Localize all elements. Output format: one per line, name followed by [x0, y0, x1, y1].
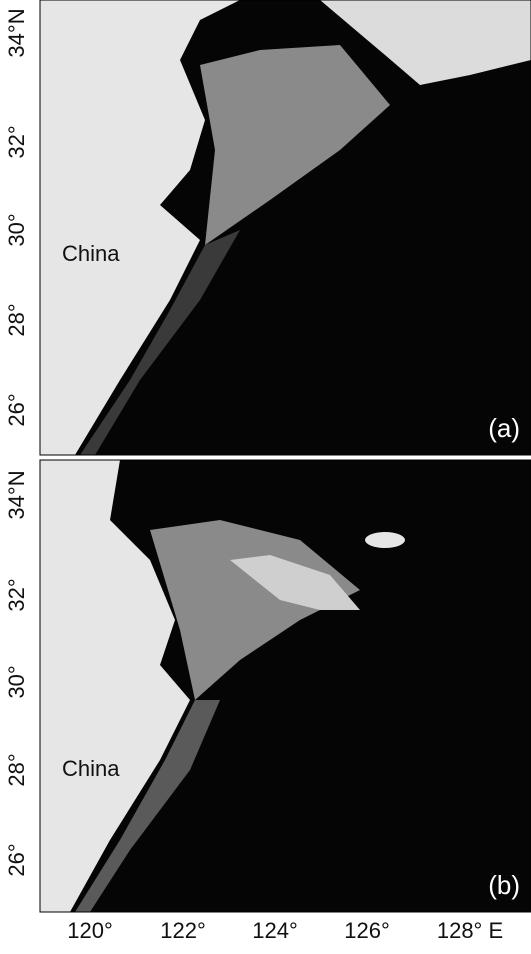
panel-a [40, 0, 531, 455]
y-tick-label: 28° [4, 303, 29, 336]
y-tick-label: 34°N [4, 8, 29, 57]
panel-b [40, 460, 531, 912]
panel-label: (b) [488, 870, 520, 900]
x-tick-label: 120° [67, 918, 113, 943]
y-tick-label: 26° [4, 393, 29, 426]
y-tick-label: 32° [4, 578, 29, 611]
x-tick-label: 122° [160, 918, 206, 943]
x-tick-label: 126° [344, 918, 390, 943]
x-tick-label: 124° [252, 918, 298, 943]
page: {"panels": [ {"label": "(a)", "country":… [0, 0, 531, 954]
country-label: China [62, 756, 120, 781]
panel-label: (a) [488, 413, 520, 443]
y-tick-label: 34°N [4, 470, 29, 519]
map-figure: 34°N 32° 30° 28° 26° China (a) 34°N 32° 30° 28° 26°… [0, 0, 531, 949]
x-tick-label: 128° E [437, 918, 503, 943]
y-tick-label: 26° [4, 843, 29, 876]
y-tick-label: 30° [4, 665, 29, 698]
patch [365, 532, 405, 548]
y-tick-label: 28° [4, 753, 29, 786]
y-tick-label: 32° [4, 125, 29, 158]
y-tick-label: 30° [4, 213, 29, 246]
country-label: China [62, 241, 120, 266]
